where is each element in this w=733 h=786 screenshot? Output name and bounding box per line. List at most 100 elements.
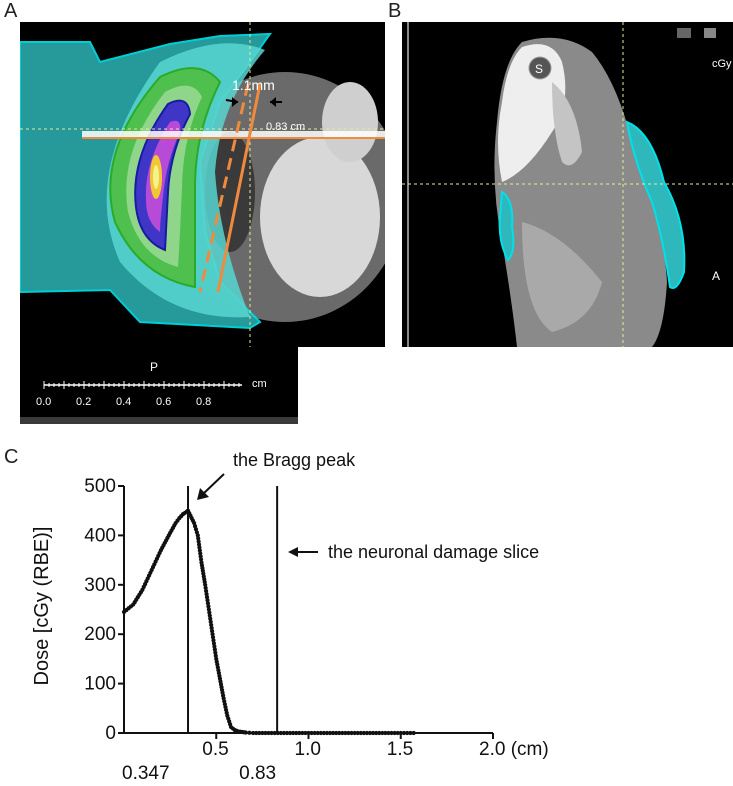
panel-a-scale: P cm 0.0 0.2 0.4 0.6 0.8 — [20, 347, 298, 424]
scale-unit: cm — [252, 378, 267, 390]
y-tick-label: 300 — [84, 575, 116, 596]
panel-a-dose-map: 1.1mm 0.83 cm — [20, 22, 385, 347]
data-point — [367, 730, 373, 736]
data-point — [210, 635, 216, 640]
data-point — [386, 730, 391, 736]
data-point — [343, 730, 348, 736]
panel-b-image: S cGy A — [402, 22, 733, 347]
data-point — [337, 730, 342, 736]
data-point — [349, 730, 354, 736]
distance-label: 0.83 cm — [266, 121, 305, 133]
data-point — [278, 730, 283, 736]
data-point — [208, 619, 213, 624]
data-point — [206, 604, 211, 609]
data-point — [260, 730, 265, 736]
panel-c-letter: C — [4, 446, 19, 468]
thickness-label: 1.1mm — [232, 77, 275, 93]
panel-a-letter: A — [4, 0, 18, 22]
data-point — [203, 582, 208, 587]
data-point — [204, 595, 210, 600]
data-point — [303, 730, 308, 736]
x-tick-label: 1.0 — [295, 739, 321, 760]
data-point — [408, 730, 413, 736]
data-point — [364, 730, 370, 736]
data-point — [401, 730, 407, 736]
y-tick-label: 400 — [84, 525, 116, 546]
data-point — [411, 730, 416, 736]
panel-b-letter: B — [388, 0, 402, 22]
panel-a-image: 1.1mm 0.83 cm — [20, 22, 385, 347]
scale-tick-3: 0.6 — [156, 396, 171, 408]
data-point — [207, 613, 212, 618]
data-point — [263, 730, 268, 736]
data-point — [309, 730, 314, 736]
data-point — [281, 730, 286, 736]
data-point — [321, 730, 326, 736]
data-point — [254, 730, 259, 736]
data-point — [300, 730, 305, 736]
bragg-peak-arrow — [197, 473, 225, 500]
data-point — [315, 730, 320, 736]
data-point — [206, 607, 211, 612]
data-point — [212, 647, 217, 652]
data-point — [346, 730, 351, 736]
data-point — [213, 653, 218, 658]
x-tick-label: 1.5 — [387, 739, 413, 760]
data-point — [211, 638, 216, 643]
neuronal-slice-arrow — [288, 547, 318, 557]
data-point — [272, 730, 277, 736]
reference-vline-label: 0.347 — [122, 763, 170, 784]
data-point — [327, 730, 333, 736]
data-point — [297, 730, 302, 736]
data-point — [294, 730, 299, 736]
data-point — [257, 730, 262, 736]
data-point — [361, 730, 366, 736]
scale-tick-1: 0.2 — [76, 396, 91, 408]
data-point — [207, 610, 212, 615]
data-point — [340, 730, 345, 736]
data-point — [247, 730, 252, 735]
data-point — [380, 730, 385, 736]
data-point — [398, 730, 403, 736]
toolbar-hand-icon[interactable] — [704, 28, 716, 38]
data-point — [306, 730, 311, 736]
data-point — [312, 730, 317, 736]
y-axis-label: Dose [cGy (RBE)] — [31, 527, 53, 686]
y-tick-label: 200 — [84, 624, 116, 645]
data-point — [334, 730, 339, 736]
data-point — [269, 730, 274, 736]
data-point — [370, 730, 376, 736]
data-point — [243, 730, 248, 735]
data-point — [209, 629, 215, 634]
data-point — [291, 730, 296, 736]
data-point — [204, 588, 209, 594]
data-point — [287, 730, 293, 736]
reference-vline-label: 0.83 — [239, 763, 276, 784]
side-a-label: A — [712, 269, 720, 283]
data-point — [211, 641, 217, 646]
data-point — [212, 644, 217, 649]
data-point — [358, 730, 363, 736]
dose-depth-chart: 0 100 200 300 400 500 0.5 1.0 1.5 2.0 (cm) 0.347 0… — [31, 450, 549, 784]
data-point — [389, 730, 394, 736]
data-point — [210, 632, 215, 637]
scale-tick-4: 0.8 — [196, 396, 211, 408]
panel-b-slice: S cGy A — [402, 22, 733, 347]
data-point — [204, 591, 209, 597]
data-point — [213, 650, 218, 655]
toolbar-chart-icon[interactable] — [677, 28, 691, 38]
data-point — [284, 730, 290, 736]
data-point — [266, 730, 271, 736]
data-point — [377, 730, 382, 736]
corner-unit-label: cGy — [712, 58, 732, 70]
data-point — [331, 730, 336, 736]
data-point — [209, 625, 214, 631]
data-point — [205, 598, 210, 603]
data-point — [374, 730, 379, 736]
data-point — [205, 601, 211, 606]
neuronal-slice-annotation: the neuronal damage slice — [328, 542, 539, 562]
y-tick-label: 0 — [105, 723, 116, 744]
data-point — [392, 730, 397, 736]
scale-tick-0: 0.0 — [36, 396, 51, 408]
scale-tick-2: 0.4 — [116, 396, 131, 408]
